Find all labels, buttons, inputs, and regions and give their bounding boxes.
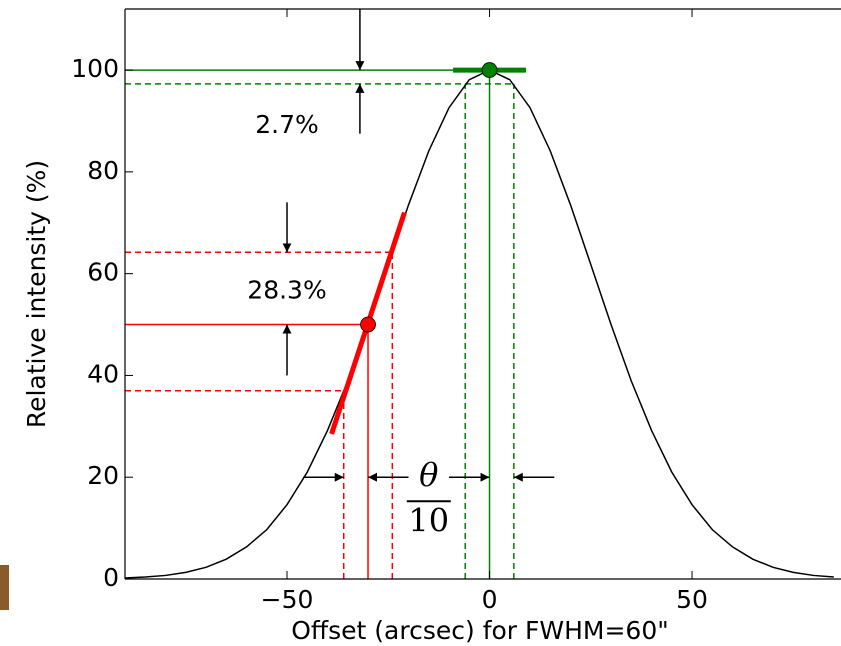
y-axis-label: Relative intensity (%) xyxy=(22,160,51,428)
plot-area xyxy=(125,9,834,579)
marker-point xyxy=(360,316,376,333)
annotation-label: 2.7% xyxy=(255,110,319,139)
x-tick-label: 50 xyxy=(676,585,708,614)
x-tick-label: −50 xyxy=(261,585,314,614)
x-tick-label: 0 xyxy=(482,585,498,614)
y-tick-label: 20 xyxy=(87,461,119,490)
y-tick-label: 40 xyxy=(87,359,119,388)
x-axis-label: Offset (arcsec) for FWHM=60" xyxy=(291,616,669,645)
edge-artifact xyxy=(0,565,9,610)
annotation-label: 28.3% xyxy=(247,275,326,304)
fraction-denominator: 10 xyxy=(408,502,449,540)
y-tick-label: 100 xyxy=(71,54,119,83)
y-tick-label: 80 xyxy=(87,156,119,185)
curve xyxy=(125,69,834,579)
fraction-numerator: θ xyxy=(419,456,438,494)
marker-point xyxy=(481,62,498,78)
y-tick-label: 0 xyxy=(103,563,119,592)
y-tick-label: 60 xyxy=(87,258,119,287)
